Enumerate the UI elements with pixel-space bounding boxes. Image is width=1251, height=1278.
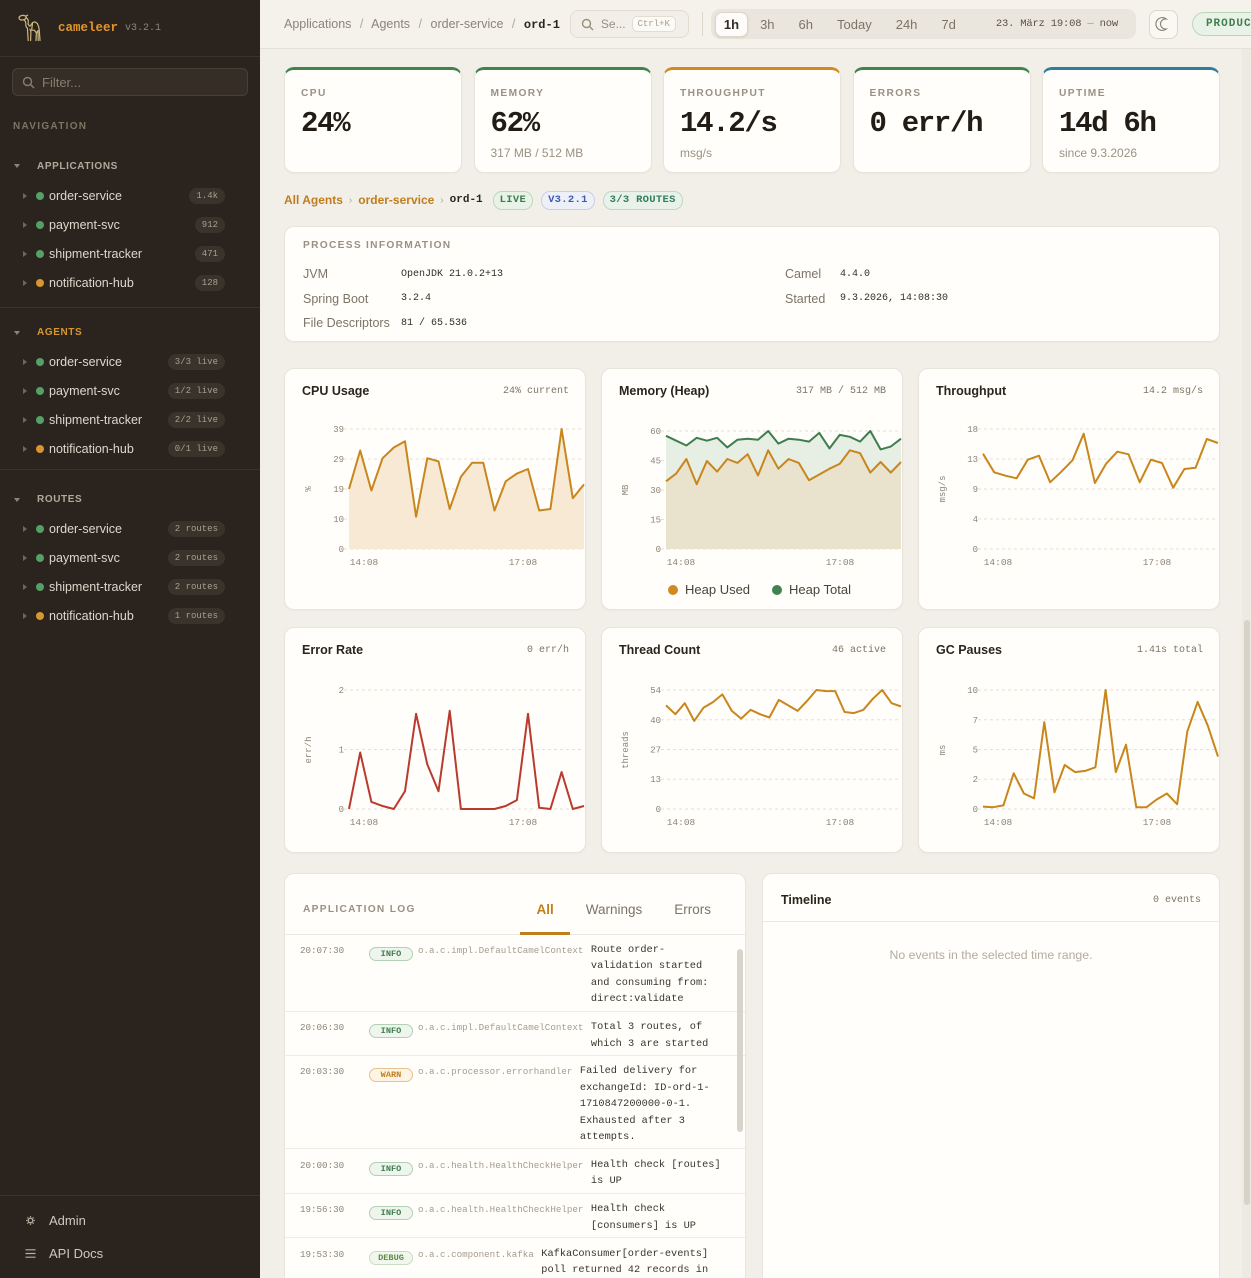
svg-text:17:08: 17:08: [509, 817, 538, 828]
svg-text:30: 30: [650, 486, 661, 496]
svg-text:0: 0: [656, 805, 661, 815]
svg-text:39: 39: [333, 425, 344, 435]
svg-text:ms: ms: [938, 745, 948, 756]
svg-text:17:08: 17:08: [826, 817, 855, 828]
svg-text:27: 27: [650, 746, 661, 756]
svg-text:29: 29: [333, 455, 344, 465]
svg-text:13: 13: [650, 775, 661, 785]
svg-text:40: 40: [650, 716, 661, 726]
svg-text:0: 0: [339, 805, 344, 815]
svg-text:17:08: 17:08: [826, 557, 855, 568]
svg-text:14:08: 14:08: [350, 557, 379, 568]
svg-text:14:08: 14:08: [667, 557, 696, 568]
svg-text:14:08: 14:08: [984, 817, 1013, 828]
svg-text:5: 5: [973, 746, 978, 756]
svg-text:4: 4: [973, 515, 978, 525]
svg-text:0: 0: [973, 545, 978, 555]
svg-text:threads: threads: [621, 731, 631, 769]
svg-text:9: 9: [973, 485, 978, 495]
svg-text:14:08: 14:08: [667, 817, 696, 828]
svg-text:13: 13: [967, 455, 978, 465]
svg-text:7: 7: [973, 716, 978, 726]
svg-text:2: 2: [339, 686, 344, 696]
svg-text:54: 54: [650, 686, 661, 696]
svg-text:18: 18: [967, 425, 978, 435]
svg-text:0: 0: [656, 545, 661, 555]
svg-text:%: %: [304, 486, 314, 492]
svg-text:0: 0: [339, 545, 344, 555]
svg-text:10: 10: [333, 515, 344, 525]
svg-text:1: 1: [339, 746, 344, 756]
svg-text:17:08: 17:08: [509, 557, 538, 568]
svg-text:15: 15: [650, 516, 661, 526]
svg-text:45: 45: [650, 457, 661, 467]
svg-text:60: 60: [650, 427, 661, 437]
svg-text:10: 10: [967, 686, 978, 696]
svg-text:17:08: 17:08: [1143, 557, 1172, 568]
svg-text:14:08: 14:08: [984, 557, 1013, 568]
svg-text:17:08: 17:08: [1143, 817, 1172, 828]
svg-text:MB: MB: [621, 484, 631, 495]
svg-text:0: 0: [973, 805, 978, 815]
svg-text:14:08: 14:08: [350, 817, 379, 828]
svg-text:2: 2: [973, 775, 978, 785]
svg-text:19: 19: [333, 485, 344, 495]
svg-text:msg/s: msg/s: [938, 475, 948, 502]
svg-text:err/h: err/h: [304, 736, 314, 763]
